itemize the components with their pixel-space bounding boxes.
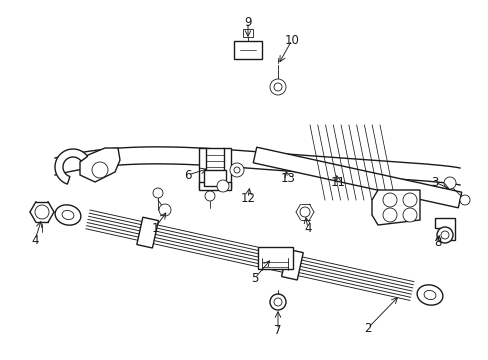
Circle shape [459, 195, 469, 205]
Circle shape [35, 205, 49, 219]
Circle shape [269, 79, 285, 95]
Circle shape [153, 188, 163, 198]
Bar [199, 148, 206, 188]
Text: 13: 13 [280, 171, 295, 185]
Circle shape [159, 204, 171, 216]
Ellipse shape [62, 210, 74, 220]
Bar [257, 247, 292, 269]
Text: 6: 6 [184, 168, 191, 181]
Circle shape [217, 180, 228, 192]
Circle shape [382, 193, 396, 207]
Bar [281, 249, 303, 280]
Text: 11: 11 [330, 176, 345, 189]
Circle shape [440, 231, 448, 239]
Polygon shape [55, 147, 459, 185]
Ellipse shape [423, 291, 435, 300]
Bar [243, 29, 252, 37]
Bar [137, 217, 158, 248]
Text: 3: 3 [430, 176, 438, 189]
Ellipse shape [55, 205, 81, 225]
Text: 1: 1 [151, 221, 159, 234]
Text: 7: 7 [274, 324, 281, 337]
Text: 9: 9 [244, 15, 251, 28]
Bar [223, 148, 230, 188]
Circle shape [436, 227, 452, 243]
Circle shape [229, 163, 244, 177]
Text: 4: 4 [304, 221, 311, 234]
Text: 12: 12 [240, 192, 255, 204]
Circle shape [269, 294, 285, 310]
Text: 2: 2 [364, 321, 371, 334]
Text: 8: 8 [433, 235, 441, 248]
Circle shape [402, 193, 416, 207]
Text: 5: 5 [251, 271, 258, 284]
Polygon shape [253, 147, 461, 208]
Polygon shape [434, 218, 454, 240]
Circle shape [234, 167, 240, 173]
Bar [203, 170, 225, 186]
Circle shape [402, 208, 416, 222]
Circle shape [299, 207, 309, 217]
Polygon shape [371, 190, 419, 225]
Text: 10: 10 [284, 33, 299, 46]
Bar [234, 41, 262, 59]
Text: 4: 4 [31, 234, 39, 247]
Polygon shape [80, 148, 120, 182]
Circle shape [273, 83, 282, 91]
Polygon shape [55, 149, 87, 184]
Circle shape [443, 177, 455, 189]
Bar [205, 148, 224, 178]
Circle shape [92, 162, 108, 178]
Bar [199, 182, 230, 190]
Ellipse shape [416, 285, 442, 305]
Circle shape [204, 191, 215, 201]
Circle shape [273, 298, 282, 306]
Circle shape [382, 208, 396, 222]
